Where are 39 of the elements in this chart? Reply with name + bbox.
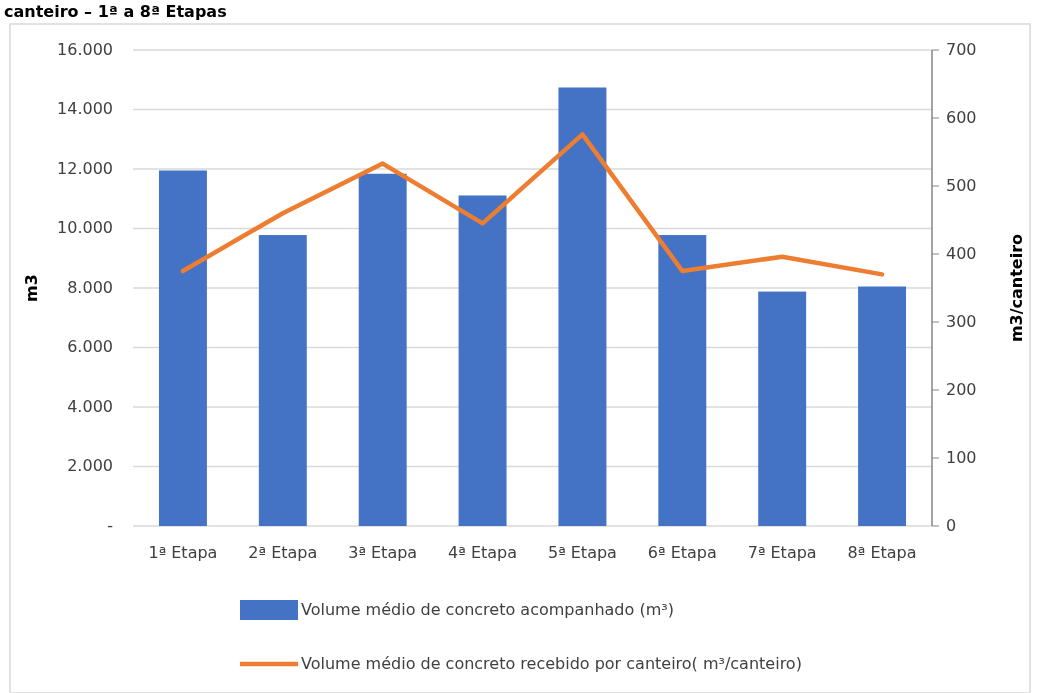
x-tick-label: 1ª Etapa <box>148 543 218 562</box>
legend-label: Volume médio de concreto acompanhado (m³) <box>301 599 674 619</box>
y2-tick-label: 0 <box>946 515 957 535</box>
bar <box>458 195 507 526</box>
y2-tick-label: 400 <box>946 243 977 263</box>
x-tick-label: 5ª Etapa <box>547 543 617 562</box>
y2-tick-label: 600 <box>946 107 977 127</box>
y2-tick-label: 500 <box>946 175 977 195</box>
y2-tick-label: 700 <box>946 39 977 59</box>
x-tick-label: 3ª Etapa <box>348 543 418 562</box>
y-tick-label: 4.000 <box>67 396 113 416</box>
bar <box>658 235 707 526</box>
y-tick-label: - <box>107 515 113 535</box>
x-tick-label: 6ª Etapa <box>647 543 717 562</box>
bar <box>758 291 807 526</box>
bar <box>558 87 607 526</box>
y-tick-label: 16.000 <box>57 39 113 59</box>
x-tick-label: 4ª Etapa <box>448 543 518 562</box>
y2-axis-title: m3/canteiro <box>1007 233 1026 343</box>
bar <box>158 170 207 526</box>
y2-tick-label: 100 <box>946 447 977 467</box>
legend-label: Volume médio de concreto recebido por canteiro( m³/canteiro) <box>301 653 802 673</box>
bar <box>358 173 407 526</box>
bar <box>858 286 907 526</box>
y-tick-label: 6.000 <box>67 337 113 356</box>
x-tick-label: 8ª Etapa <box>847 543 917 562</box>
line-series <box>180 132 885 277</box>
y-tick-label: 10.000 <box>57 218 113 237</box>
y-tick-label: 14.000 <box>57 99 113 118</box>
y2-tick-label: 200 <box>946 379 977 399</box>
y2-tick-label: 300 <box>946 311 977 331</box>
chart-title: canteiro – 1ª a 8ª Etapas <box>4 2 227 21</box>
x-tick-label: 7ª Etapa <box>747 543 817 562</box>
y-tick-label: 8.000 <box>67 277 113 297</box>
y-tick-label: 12.000 <box>57 158 113 178</box>
y-axis-title: m3 <box>22 274 41 302</box>
bar <box>258 235 307 526</box>
x-tick-label: 2ª Etapa <box>248 543 318 562</box>
y-tick-label: 2.000 <box>67 456 113 475</box>
